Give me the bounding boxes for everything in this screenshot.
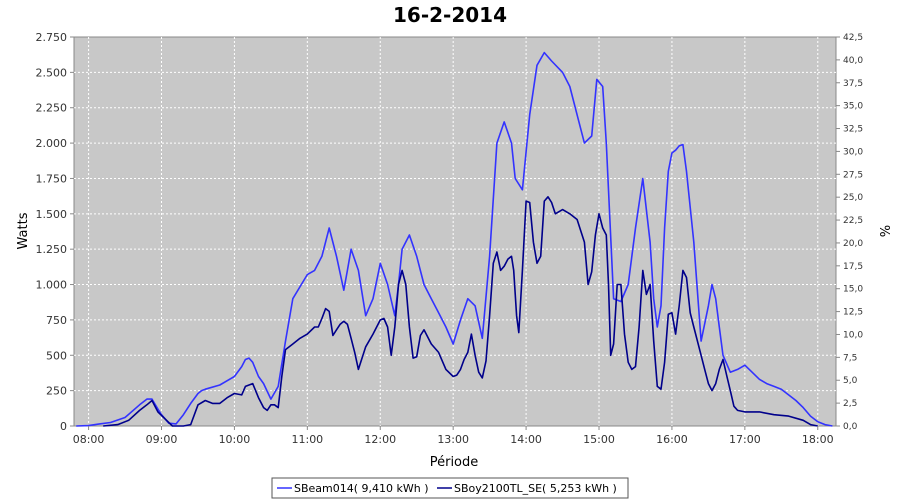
y-tick-label: 1.250 xyxy=(36,243,68,256)
y-tick-label: 2.000 xyxy=(36,137,68,150)
y-tick-label: 1.000 xyxy=(36,279,68,292)
y-right-tick-label: 12,5 xyxy=(843,308,863,318)
x-axis-label: Période xyxy=(430,455,479,470)
y-right-tick-label: 40,0 xyxy=(843,56,863,66)
x-axis: 08:00 09:00 10:00 11:00 12:00 13:00 14:00 15:00… xyxy=(73,426,834,446)
y-tick-label: 1.500 xyxy=(36,208,68,221)
x-tick-label: 13:00 xyxy=(437,433,469,446)
y-right-tick-label: 30,0 xyxy=(843,147,863,157)
grid-lines xyxy=(74,37,836,426)
y-tick-label: 2.250 xyxy=(36,102,68,115)
series-layer xyxy=(76,51,833,427)
chart-title: 16-2-2014 xyxy=(393,3,507,27)
y-right-tick-label: 17,5 xyxy=(843,262,863,272)
x-tick-label: 16:00 xyxy=(656,433,688,446)
y-tick-label: 2.500 xyxy=(36,66,68,79)
right-axis: 0,0 2,5 5,0 7,5 10,0 12,5 15,0 17,5 20,0 22,5 25,0… xyxy=(836,33,863,432)
y-right-tick-label: 5,0 xyxy=(843,376,858,386)
y-tick-label: 500 xyxy=(46,349,67,362)
x-tick-label: 08:00 xyxy=(73,433,105,446)
legend-label-sbeam014: SBeam014( 9,410 kWh ) xyxy=(294,482,429,495)
y-tick-label: 750 xyxy=(46,314,67,327)
y-tick-label: 250 xyxy=(46,385,67,398)
y-right-tick-label: 15,0 xyxy=(843,285,863,295)
x-tick-label: 18:00 xyxy=(802,433,834,446)
x-tick-label: 09:00 xyxy=(146,433,178,446)
y-right-tick-label: 10,0 xyxy=(843,330,863,340)
x-tick-label: 11:00 xyxy=(291,433,323,446)
x-tick-label: 17:00 xyxy=(729,433,761,446)
y-right-tick-label: 2,5 xyxy=(843,399,857,409)
y-right-tick-label: 22,5 xyxy=(843,216,863,226)
y-right-tick-label: 27,5 xyxy=(843,170,863,180)
y-right-tick-label: 25,0 xyxy=(843,193,863,203)
left-axis: 0 250 500 750 1.000 1.250 1.500 1.750 2.000 2.250… xyxy=(36,31,74,433)
y-tick-label: 0 xyxy=(60,420,67,433)
x-tick-label: 15:00 xyxy=(583,433,615,446)
y-tick-label: 2.750 xyxy=(36,31,68,44)
x-tick-label: 14:00 xyxy=(510,433,542,446)
x-tick-label: 10:00 xyxy=(219,433,251,446)
legend-label-sboy2100tl: SBoy2100TL_SE( 5,253 kWh ) xyxy=(454,482,617,495)
legend: SBeam014( 9,410 kWh ) SBoy2100TL_SE( 5,2… xyxy=(271,477,629,499)
x-tick-label: 12:00 xyxy=(364,433,396,446)
y-right-tick-label: 0,0 xyxy=(843,422,858,432)
series-line-sbeam014 xyxy=(76,51,833,427)
y-axis-label: Watts xyxy=(16,212,31,249)
y-right-tick-label: 37,5 xyxy=(843,79,863,89)
y-right-tick-label: 35,0 xyxy=(843,102,863,112)
y-tick-label: 1.750 xyxy=(36,172,68,185)
y-axis-right-label: % xyxy=(876,225,891,237)
y-right-tick-label: 7,5 xyxy=(843,353,857,363)
y-right-tick-label: 32,5 xyxy=(843,125,863,135)
series-line-sboy2100tl xyxy=(103,196,818,427)
y-right-tick-label: 42,5 xyxy=(843,33,863,43)
y-right-tick-label: 20,0 xyxy=(843,239,863,249)
plot-area xyxy=(73,36,837,427)
